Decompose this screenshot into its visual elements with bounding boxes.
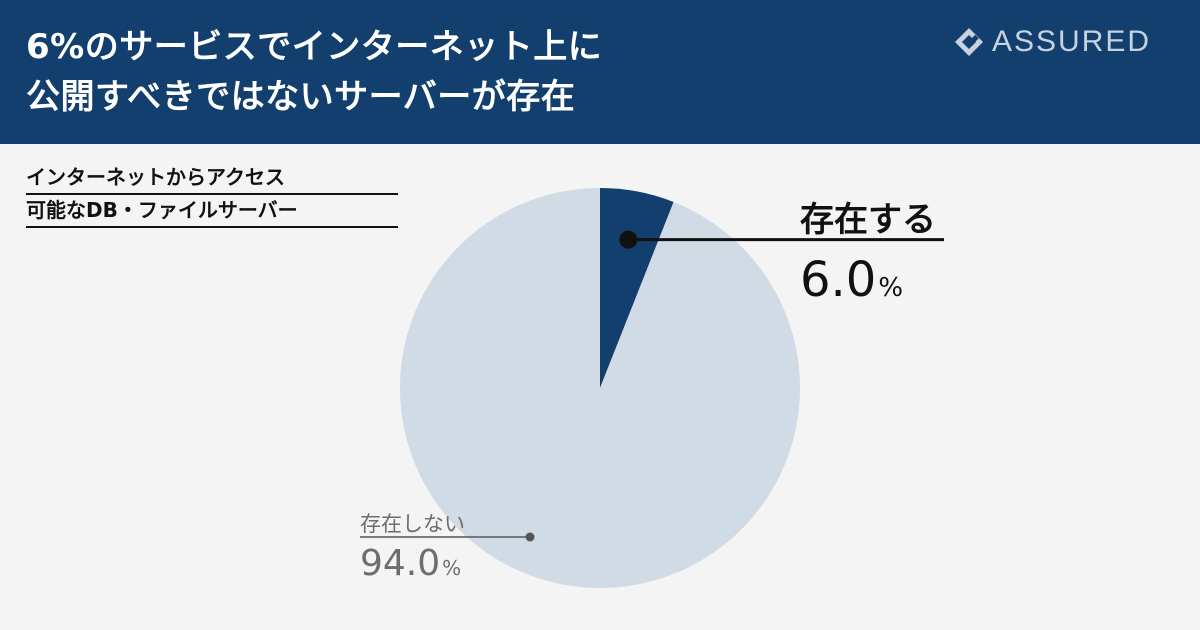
slice-value-no: 94.0%: [360, 543, 461, 584]
slice-label-no: 存在しない: [360, 512, 465, 536]
brand-logo: ASSURED: [954, 22, 1151, 62]
leader-yes-dot: [619, 230, 638, 249]
page-title: 6%のサービスでインターネット上に 公開すべきではないサーバーが存在: [26, 22, 602, 122]
slice-value-no-number: 94.0: [360, 543, 441, 584]
slice-value-no-unit: %: [442, 556, 462, 580]
brand-logo-text: ASSURED: [992, 25, 1152, 58]
slice-value-yes: 6.0%: [800, 252, 903, 308]
slice-value-yes-number: 6.0: [800, 252, 877, 308]
leader-no-dot: [525, 532, 535, 542]
chart-subtitle: インターネットからアクセス 可能なDB・ファイルサーバー: [26, 162, 398, 228]
chart-subtitle-line-2: 可能なDB・ファイルサーバー: [26, 195, 398, 228]
page-title-line-2: 公開すべきではないサーバーが存在: [26, 77, 576, 117]
pie-slice-no: [400, 188, 801, 588]
slice-value-yes-unit: %: [878, 273, 904, 303]
slice-label-yes: 存在する: [800, 200, 936, 240]
page-title-line-1: 6%のサービスでインターネット上に: [26, 27, 603, 67]
chart-subtitle-line-1: インターネットからアクセス: [26, 162, 398, 195]
assured-logo-icon: [955, 28, 983, 56]
header-bar: 6%のサービスでインターネット上に 公開すべきではないサーバーが存在 ASSUR…: [0, 0, 1200, 144]
pie-slice-yes: [600, 188, 674, 388]
